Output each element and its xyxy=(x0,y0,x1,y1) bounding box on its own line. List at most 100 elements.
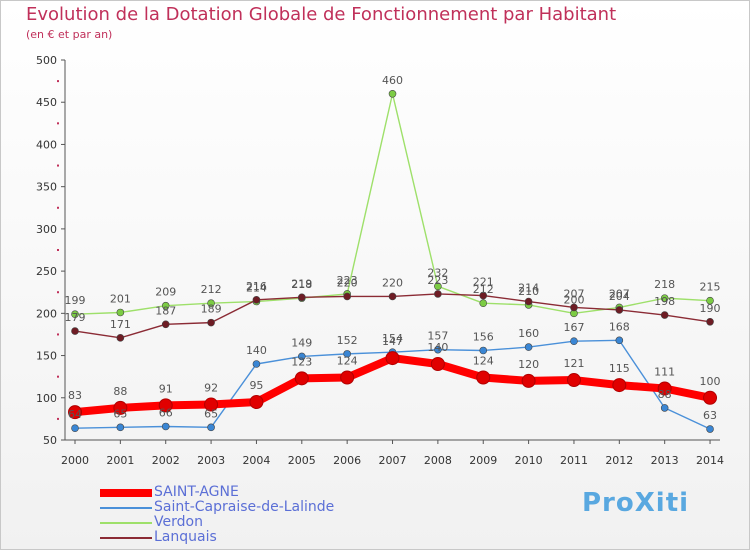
x-tick-label: 2002 xyxy=(152,454,180,467)
legend-item: Saint-Capraise-de-Lalinde xyxy=(100,500,334,515)
data-point-verdon xyxy=(479,299,488,308)
data-point-saint-capraise-de-lalinde xyxy=(434,345,442,354)
data-label-saint-capraise-de-lalinde: 152 xyxy=(337,334,358,347)
data-point-verdon xyxy=(434,282,442,291)
data-label-saint-agne: 100 xyxy=(700,375,721,388)
data-label-verdon: 212 xyxy=(201,283,222,296)
data-point-lanquais xyxy=(615,306,624,314)
data-label-saint-capraise-de-lalinde: 88 xyxy=(658,388,672,401)
x-tick-label: 2007 xyxy=(379,454,407,467)
data-label-lanquais: 187 xyxy=(155,304,176,317)
data-point-saint-agne xyxy=(204,397,219,412)
data-label-verdon: 201 xyxy=(110,292,131,305)
data-label-lanquais: 190 xyxy=(700,302,721,315)
x-tick-label: 2006 xyxy=(333,454,361,467)
data-point-lanquais xyxy=(706,317,714,326)
data-label-saint-capraise-de-lalinde: 156 xyxy=(473,330,494,343)
data-label-lanquais: 179 xyxy=(65,311,86,324)
data-label-saint-agne: 95 xyxy=(249,379,263,392)
axes: 50 100 150 200 250 300 350 400 450 500 2000 2001 200… xyxy=(36,54,724,467)
data-point-lanquais xyxy=(116,334,125,342)
data-label-verdon: 209 xyxy=(155,286,176,299)
data-point-lanquais xyxy=(434,290,442,298)
data-label-saint-capraise-de-lalinde: 149 xyxy=(291,336,312,349)
x-tick-label: 2004 xyxy=(242,454,270,467)
data-label-lanquais: 221 xyxy=(473,276,494,289)
data-label-saint-capraise-de-lalinde: 160 xyxy=(518,327,539,340)
y-tick-label: 450 xyxy=(36,96,57,109)
data-label-saint-agne: 115 xyxy=(609,362,630,375)
legend-swatch-verdon xyxy=(100,521,152,524)
data-label-verdon: 232 xyxy=(427,266,448,279)
y-tick-label: 350 xyxy=(36,181,57,194)
data-label-verdon: 460 xyxy=(382,74,403,87)
y-tick-label: 200 xyxy=(36,307,57,320)
legend-item: SAINT-AGNE xyxy=(100,485,334,500)
legend-label: Verdon xyxy=(154,514,203,530)
data-label-verdon: 214 xyxy=(246,282,267,295)
data-point-lanquais xyxy=(660,311,669,319)
data-point-lanquais xyxy=(297,293,306,302)
x-tick-label: 2008 xyxy=(424,454,452,467)
data-point-verdon xyxy=(161,301,170,310)
data-label-saint-capraise-de-lalinde: 65 xyxy=(113,407,127,420)
x-tick-label: 2003 xyxy=(197,454,225,467)
data-label-lanquais: 198 xyxy=(654,295,675,308)
series-layer xyxy=(68,89,718,433)
data-label-verdon: 215 xyxy=(700,281,721,294)
legend-item: Verdon xyxy=(100,515,334,530)
data-label-verdon: 210 xyxy=(518,285,539,298)
data-point-verdon xyxy=(388,89,397,98)
data-label-saint-agne: 111 xyxy=(654,365,675,378)
data-label-verdon: 207 xyxy=(609,287,630,300)
legend-swatch-lanquais xyxy=(100,536,152,539)
data-label-verdon: 218 xyxy=(291,278,312,291)
data-point-saint-agne xyxy=(476,370,491,385)
chart-subtitle: (en € et par an) xyxy=(26,28,113,41)
data-point-verdon xyxy=(71,310,79,318)
x-tick-label: 2010 xyxy=(515,454,543,467)
y-tick-label: 400 xyxy=(36,138,57,151)
y-tick-label: 100 xyxy=(36,392,57,405)
x-tick-label: 2011 xyxy=(560,454,588,467)
y-tick-label: 300 xyxy=(36,223,57,236)
data-point-lanquais xyxy=(479,291,488,300)
legend-swatch-saint-capraise xyxy=(100,506,152,509)
data-label-lanquais: 171 xyxy=(110,318,131,331)
data-label-verdon: 199 xyxy=(65,294,86,307)
data-point-saint-capraise-de-lalinde xyxy=(615,336,624,345)
data-label-saint-capraise-de-lalinde: 65 xyxy=(204,407,218,420)
data-point-saint-capraise-de-lalinde xyxy=(161,422,170,431)
data-point-saint-capraise-de-lalinde xyxy=(570,337,578,346)
data-point-saint-agne xyxy=(68,405,82,420)
legend-swatch-saint-agne xyxy=(100,488,152,497)
data-point-lanquais xyxy=(252,296,261,304)
chart-title: Evolution de la Dotation Globale de Fonc… xyxy=(26,4,617,25)
data-label-saint-capraise-de-lalinde: 154 xyxy=(382,332,403,345)
data-label-lanquais: 219 xyxy=(291,277,312,290)
data-label-verdon: 218 xyxy=(654,278,675,291)
data-label-saint-capraise-de-lalinde: 140 xyxy=(246,344,267,357)
data-label-saint-capraise-de-lalinde: 168 xyxy=(609,320,630,333)
data-label-verdon: 223 xyxy=(337,274,358,287)
data-point-verdon xyxy=(706,296,714,305)
data-point-lanquais xyxy=(343,292,351,301)
data-point-verdon xyxy=(116,308,125,317)
data-point-saint-capraise-de-lalinde xyxy=(252,360,261,368)
data-point-saint-agne xyxy=(430,357,445,371)
data-label-saint-agne: 92 xyxy=(204,382,218,395)
y-tick-label: 150 xyxy=(36,350,57,363)
data-label-saint-agne: 123 xyxy=(291,355,312,368)
legend-label: SAINT-AGNE xyxy=(154,484,239,500)
data-point-saint-agne xyxy=(249,395,264,409)
data-label-lanquais: 214 xyxy=(518,282,539,295)
data-label-saint-capraise-de-lalinde: 167 xyxy=(563,321,584,334)
data-label-saint-agne: 140 xyxy=(427,341,448,354)
x-tick-label: 2001 xyxy=(106,454,134,467)
legend: SAINT-AGNE Saint-Capraise-de-Lalinde Ver… xyxy=(100,485,334,545)
data-point-saint-agne xyxy=(294,371,309,386)
data-label-saint-capraise-de-lalinde: 157 xyxy=(427,330,448,343)
data-point-saint-agne xyxy=(703,390,718,405)
